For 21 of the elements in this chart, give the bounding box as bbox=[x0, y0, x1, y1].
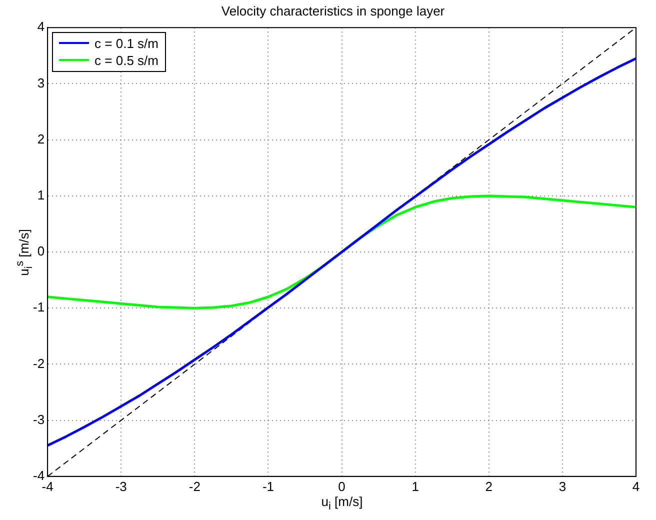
y-tick-label: 0 bbox=[37, 244, 45, 259]
y-tick-label: -1 bbox=[32, 300, 45, 315]
x-tick-label: 4 bbox=[632, 478, 640, 494]
y-tick-label: 1 bbox=[37, 187, 45, 202]
x-tick-label: 2 bbox=[485, 478, 493, 494]
x-tick-label: -3 bbox=[115, 478, 127, 494]
y-tick-label: -4 bbox=[32, 468, 45, 483]
x-tick-label: -1 bbox=[262, 478, 274, 494]
legend-label: c = 0.5 s/m bbox=[94, 52, 158, 68]
x-tick-label: 3 bbox=[558, 478, 566, 494]
y-tick-label: 3 bbox=[37, 75, 45, 90]
legend-label: c = 0.1 s/m bbox=[94, 36, 158, 51]
x-tick-label: -2 bbox=[188, 478, 200, 494]
y-tick-label: 4 bbox=[37, 19, 45, 34]
x-axis-title: u$_{i}$ [m/s] bbox=[321, 494, 363, 513]
x-tick-label: 1 bbox=[412, 478, 419, 494]
chart-title: Velocity characteristics in sponge layer bbox=[221, 3, 446, 18]
y-tick-label: 2 bbox=[37, 131, 45, 146]
x-tick-label: 0 bbox=[338, 478, 346, 494]
y-tick-label: -3 bbox=[32, 412, 45, 427]
y-tick-label: -2 bbox=[32, 356, 45, 371]
